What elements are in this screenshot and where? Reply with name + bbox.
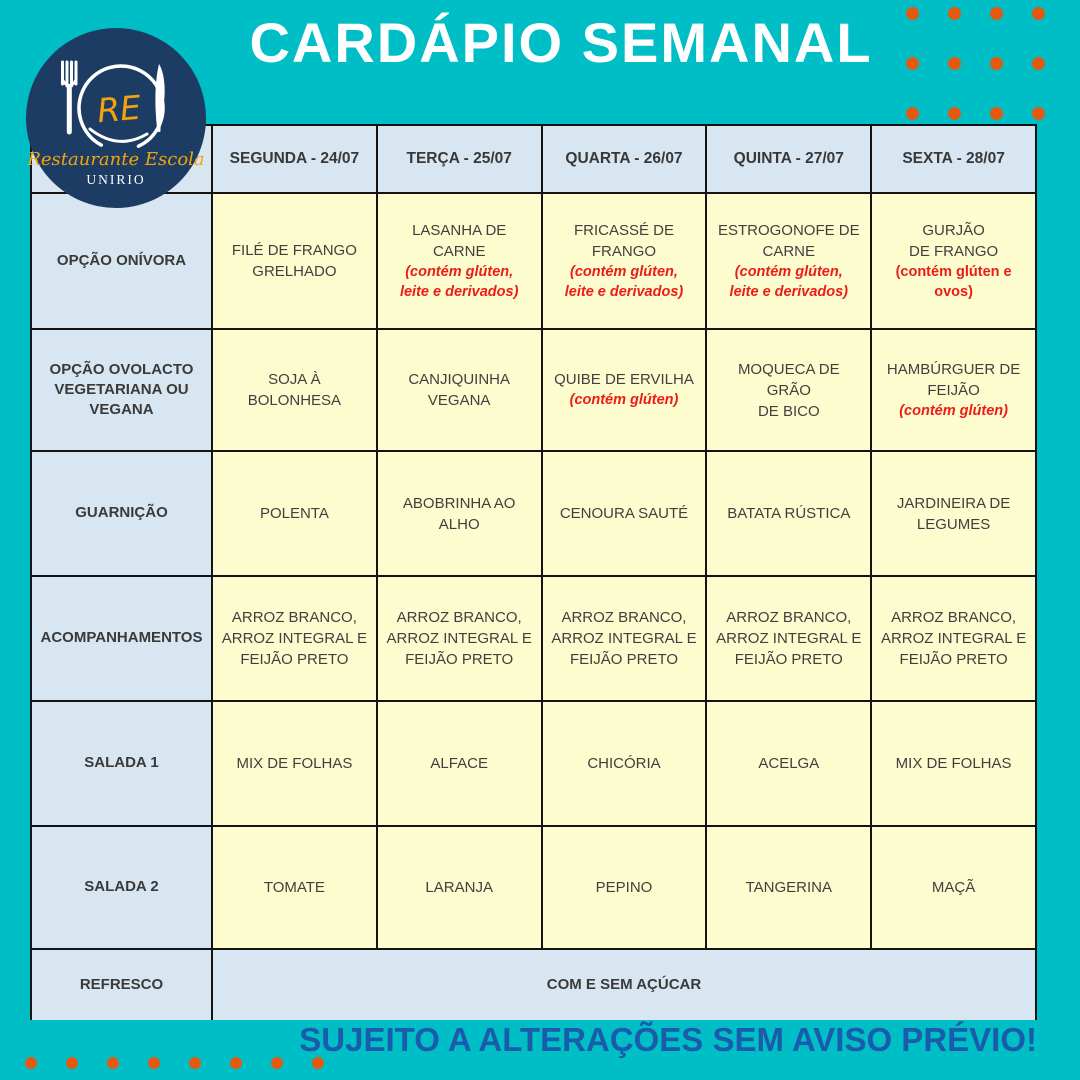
dot-icon (25, 1057, 37, 1069)
dot-icon (1032, 57, 1045, 70)
logo-monogram: RE (95, 88, 142, 131)
menu-cell: ARROZ BRANCO, ARROZ INTEGRAL E FEIJÃO PR… (542, 577, 706, 700)
menu-cell: CHICÓRIA (542, 702, 706, 825)
dot-icon (990, 7, 1003, 20)
menu-cell: LASANHA DE CARNE (contém glúten, leite e … (377, 194, 541, 328)
logo-institution: UNIRIO (86, 172, 145, 187)
dot-icon (230, 1057, 242, 1069)
dot-icon (148, 1057, 160, 1069)
menu-cell: ARROZ BRANCO, ARROZ INTEGRAL E FEIJÃO PR… (213, 577, 376, 700)
day-header-quinta: QUINTA - 27/07 (707, 126, 871, 192)
restaurant-logo: RE Restaurante Escola UNIRIO (26, 28, 206, 208)
day-header-terca: TERÇA - 25/07 (377, 126, 541, 192)
row-label-salada-1: SALADA 1 (32, 702, 211, 825)
dot-icon (948, 7, 961, 20)
dot-icon (948, 57, 961, 70)
dot-icon (906, 7, 919, 20)
menu-cell: TOMATE (213, 827, 376, 948)
cutlery-plate-icon: RE Restaurante Escola UNIRIO (26, 60, 205, 187)
dot-icon (1032, 7, 1045, 20)
menu-cell: LARANJA (377, 827, 541, 948)
logo-name: Restaurante Escola (26, 149, 204, 170)
row-label-opcao-onivora: OPÇÃO ONÍVORA (32, 194, 211, 328)
menu-cell: TANGERINA (707, 827, 871, 948)
menu-cell: ARROZ BRANCO, ARROZ INTEGRAL E FEIJÃO PR… (377, 577, 541, 700)
menu-cell: MIX DE FOLHAS (872, 702, 1035, 825)
row-label-salada-2: SALADA 2 (32, 827, 211, 948)
menu-cell: ESTROGONOFE DE CARNE (contém glúten, leit… (707, 194, 871, 328)
fork-icon (61, 60, 78, 135)
menu-cell: PEPINO (542, 827, 706, 948)
menu-cell: ARROZ BRANCO, ARROZ INTEGRAL E FEIJÃO PR… (707, 577, 871, 700)
menu-cell: POLENTA (213, 452, 376, 575)
day-header-quarta: QUARTA - 26/07 (542, 126, 706, 192)
dot-icon (948, 107, 961, 120)
refresco-merged-cell: COM E SEM AÇÚCAR (213, 950, 1035, 1020)
menu-cell: GURJÃO DE FRANGO (contém glúten e ovos) (872, 194, 1035, 328)
dot-icon (66, 1057, 78, 1069)
disclaimer-note: SUJEITO A ALTERAÇÕES SEM AVISO PRÉVIO! (299, 1021, 1037, 1058)
menu-cell: FILÉ DE FRANGO GRELHADO (213, 194, 376, 328)
menu-cell: CENOURA SAUTÉ (542, 452, 706, 575)
row-label-refresco: REFRESCO (32, 950, 211, 1020)
day-header-sexta: SEXTA - 28/07 (872, 126, 1035, 192)
dot-icon (107, 1057, 119, 1069)
row-label-guarnicao: GUARNIÇÃO (32, 452, 211, 575)
menu-cell: JARDINEIRA DE LEGUMES (872, 452, 1035, 575)
menu-cell: MOQUECA DE GRÃO DE BICO (707, 330, 871, 450)
dot-icon (271, 1057, 283, 1069)
dot-icon (906, 107, 919, 120)
dot-icon (990, 57, 1003, 70)
dot-icon (189, 1057, 201, 1069)
dot-icon (1032, 107, 1045, 120)
page-title: CARDÁPIO SEMANAL (249, 11, 873, 74)
dot-icon (990, 107, 1003, 120)
menu-cell: ABOBRINHA AO ALHO (377, 452, 541, 575)
menu-cell: FRICASSÉ DE FRANGO (contém glúten, leite … (542, 194, 706, 328)
day-header-segunda: SEGUNDA - 24/07 (213, 126, 376, 192)
menu-cell: CANJIQUINHA VEGANA (377, 330, 541, 450)
dot-icon (906, 57, 919, 70)
plate-icon (77, 64, 165, 152)
menu-cell: MIX DE FOLHAS (213, 702, 376, 825)
menu-cell: HAMBÚRGUER DE FEIJÃO (contém glúten) (872, 330, 1035, 450)
menu-cell: BATATA RÚSTICA (707, 452, 871, 575)
row-label-opcao-vegetariana: OPÇÃO OVOLACTO VEGETARIANA OU VEGANA (32, 330, 211, 450)
menu-cell: MAÇÃ (872, 827, 1035, 948)
menu-cell: ALFACE (377, 702, 541, 825)
dot-icon (312, 1057, 324, 1069)
decor-dots-top-right (906, 7, 1045, 120)
weekly-menu-table: SEGUNDA - 24/07 TERÇA - 25/07 QUARTA - 2… (30, 124, 1037, 1020)
menu-cell: ARROZ BRANCO, ARROZ INTEGRAL E FEIJÃO PR… (872, 577, 1035, 700)
decor-dots-bottom-left (25, 1057, 324, 1069)
row-label-acompanhamentos: ACOMPANHAMENTOS (32, 577, 211, 700)
menu-cell: ACELGA (707, 702, 871, 825)
menu-cell: QUIBE DE ERVILHA (contém glúten) (542, 330, 706, 450)
menu-cell: SOJA À BOLONHESA (213, 330, 376, 450)
